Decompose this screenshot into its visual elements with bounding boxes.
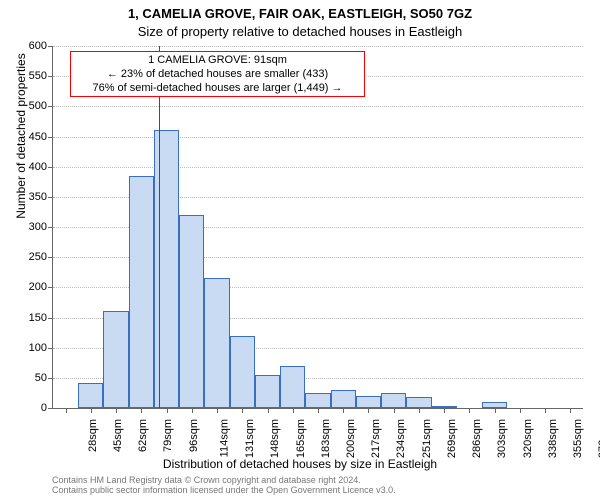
gridline — [53, 106, 583, 107]
annotation-box: 1 CAMELIA GROVE: 91sqm← 23% of detached … — [70, 51, 365, 97]
y-tick-label: 350 — [29, 191, 53, 203]
x-tick-label: 62sqm — [137, 419, 149, 452]
x-tick-label: 131sqm — [244, 419, 256, 458]
histogram-bar — [204, 278, 229, 408]
x-tick-label: 338sqm — [547, 419, 559, 458]
annotation-line: 76% of semi-detached houses are larger (… — [75, 82, 360, 96]
x-tick-label: 286sqm — [471, 419, 483, 458]
x-tick-label: 165sqm — [295, 419, 307, 458]
histogram-chart: 1, CAMELIA GROVE, FAIR OAK, EASTLEIGH, S… — [0, 0, 600, 500]
annotation-line: 1 CAMELIA GROVE: 91sqm — [75, 54, 360, 68]
gridline — [53, 46, 583, 47]
histogram-bar — [482, 402, 507, 408]
chart-title-line1: 1, CAMELIA GROVE, FAIR OAK, EASTLEIGH, S… — [0, 6, 600, 21]
x-tick-label: 269sqm — [446, 419, 458, 458]
histogram-bar — [406, 397, 431, 408]
x-tick-label: 96sqm — [188, 419, 200, 452]
histogram-bar — [381, 393, 406, 408]
x-axis-label: Distribution of detached houses by size … — [0, 457, 600, 471]
x-tick-label: 148sqm — [269, 419, 281, 458]
annotation-line: ← 23% of detached houses are smaller (43… — [75, 68, 360, 82]
histogram-bar — [331, 390, 356, 408]
y-tick-label: 150 — [29, 312, 53, 324]
histogram-bar — [78, 383, 103, 408]
x-tick-label: 217sqm — [370, 419, 382, 458]
x-tick-label: 234sqm — [396, 419, 408, 458]
reference-line — [159, 46, 160, 408]
y-tick-label: 600 — [29, 40, 53, 52]
y-tick-label: 500 — [29, 100, 53, 112]
histogram-bar — [129, 176, 154, 408]
x-tick-label: 355sqm — [572, 419, 584, 458]
gridline — [53, 167, 583, 168]
histogram-bar — [179, 215, 204, 408]
y-tick-label: 400 — [29, 161, 53, 173]
attribution-text: Contains HM Land Registry data © Crown c… — [52, 475, 396, 495]
y-axis-label: Number of detached properties — [14, 0, 28, 317]
y-tick-label: 100 — [29, 342, 53, 354]
gridline — [53, 137, 583, 138]
y-tick-label: 0 — [41, 402, 53, 414]
chart-title-line2: Size of property relative to detached ho… — [0, 24, 600, 39]
x-tick-label: 200sqm — [345, 419, 357, 458]
histogram-bar — [154, 130, 179, 408]
x-tick-label: 114sqm — [218, 419, 230, 457]
histogram-bar — [280, 366, 305, 408]
plot-area: 05010015020025030035040045050055060028sq… — [52, 46, 583, 409]
y-tick-label: 200 — [29, 281, 53, 293]
y-tick-label: 250 — [29, 251, 53, 263]
histogram-bar — [230, 336, 255, 408]
x-tick-label: 320sqm — [522, 419, 534, 458]
y-tick-label: 450 — [29, 131, 53, 143]
histogram-bar — [255, 375, 280, 408]
y-tick-label: 550 — [29, 70, 53, 82]
x-tick-label: 79sqm — [162, 419, 174, 452]
x-tick-label: 45sqm — [112, 419, 124, 452]
y-tick-label: 50 — [35, 372, 53, 384]
histogram-bar — [103, 311, 128, 408]
histogram-bar — [432, 406, 457, 408]
histogram-bar — [305, 393, 330, 408]
y-tick-label: 300 — [29, 221, 53, 233]
x-tick-label: 183sqm — [320, 419, 332, 458]
x-tick-label: 251sqm — [421, 419, 433, 458]
x-tick-label: 28sqm — [87, 419, 99, 452]
histogram-bar — [356, 396, 381, 408]
x-tick-label: 303sqm — [497, 419, 509, 458]
